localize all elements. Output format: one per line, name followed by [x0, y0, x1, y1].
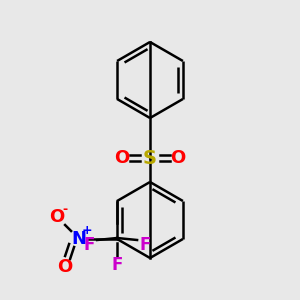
Text: F: F: [140, 236, 151, 254]
Text: O: O: [50, 208, 65, 226]
Text: O: O: [114, 149, 130, 167]
Text: +: +: [82, 224, 92, 238]
Text: S: S: [143, 148, 157, 167]
Text: F: F: [83, 236, 95, 254]
Text: -: -: [62, 202, 68, 215]
Text: O: O: [170, 149, 186, 167]
Text: O: O: [58, 258, 73, 276]
Text: N: N: [72, 230, 87, 248]
Text: F: F: [111, 256, 123, 274]
